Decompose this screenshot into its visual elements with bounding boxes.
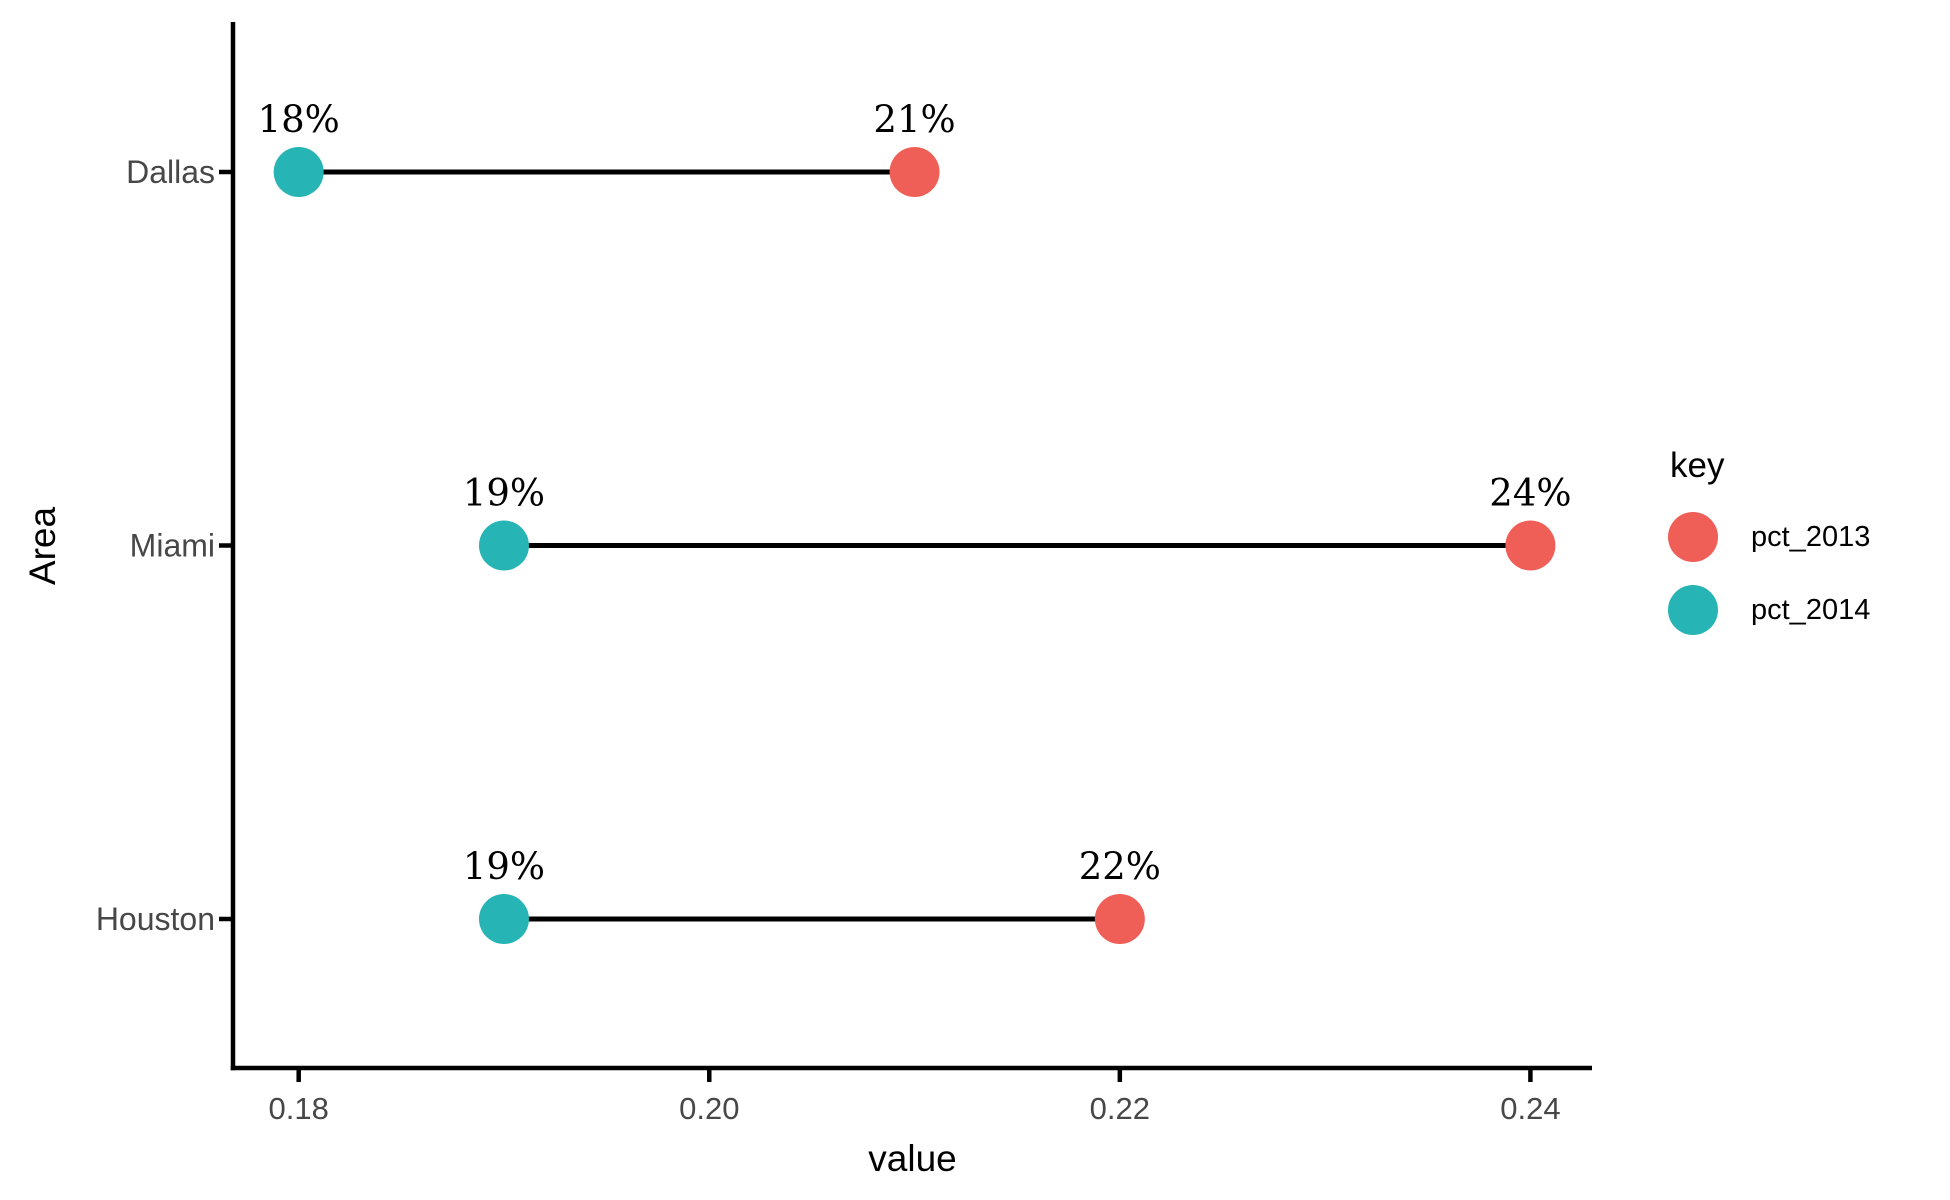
y-category-label: Miami <box>130 528 215 564</box>
y-axis-title: Area <box>22 506 63 586</box>
point-label: 18% <box>258 98 340 141</box>
legend-item-pct-2014: pct_2014 <box>1668 585 1870 635</box>
point-label: 19% <box>463 845 545 888</box>
legend-swatch-pct-2014-icon <box>1668 585 1718 635</box>
x-tick-label: 0.20 <box>679 1091 739 1126</box>
legend-title: key <box>1670 446 1725 485</box>
x-tick-label: 0.24 <box>1500 1091 1560 1126</box>
dot-pct_2014-houston <box>478 894 529 944</box>
y-category-label: Dallas <box>126 154 215 190</box>
point-label: 19% <box>463 472 545 515</box>
y-category-label: Houston <box>96 901 215 937</box>
legend-label-pct-2013: pct_2013 <box>1751 520 1871 553</box>
dot-pct_2013-dallas <box>889 147 940 197</box>
legend-label-pct-2014: pct_2014 <box>1751 593 1871 626</box>
legend-item-pct-2013: pct_2013 <box>1668 512 1870 562</box>
dot-pct_2013-houston <box>1094 894 1145 944</box>
legend-swatch-pct-2013-icon <box>1668 512 1718 562</box>
x-tick-label: 0.22 <box>1090 1091 1150 1126</box>
dot-pct_2014-dallas <box>273 147 324 197</box>
point-label: 21% <box>873 98 955 141</box>
x-axis-title: value <box>868 1138 957 1179</box>
point-label: 22% <box>1079 845 1161 888</box>
dot-pct_2014-miami <box>478 520 529 571</box>
dot-pct_2013-miami <box>1505 520 1556 571</box>
point-label: 24% <box>1489 472 1571 515</box>
x-tick-label: 0.18 <box>269 1091 329 1126</box>
legend: key pct_2013 pct_2014 <box>1668 446 1870 658</box>
